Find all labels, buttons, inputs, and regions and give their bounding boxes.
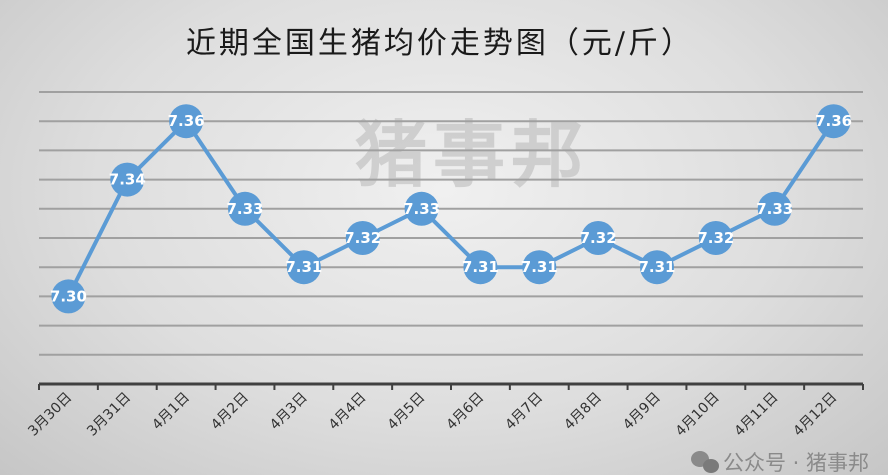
- data-point: [698, 221, 733, 255]
- x-tick-label: 4月2日: [208, 390, 252, 434]
- data-point: [169, 104, 204, 139]
- data-point: [816, 104, 851, 139]
- data-point: [286, 250, 321, 285]
- watermark: 猪事邦: [355, 113, 589, 197]
- data-point: [522, 250, 557, 285]
- x-tick-label: 4月11日: [732, 390, 782, 440]
- data-point: [581, 221, 616, 255]
- x-tick-label: 4月9日: [620, 390, 664, 434]
- data-point: [51, 279, 86, 314]
- data-label: 7.31: [285, 258, 322, 276]
- data-point: [640, 250, 674, 285]
- x-tick-label: 4月10日: [673, 390, 723, 440]
- x-tick-label: 4月5日: [385, 390, 429, 434]
- data-point: [463, 250, 498, 285]
- data-label: 7.36: [815, 112, 852, 130]
- data-point: [404, 191, 439, 226]
- data-label: 7.31: [521, 258, 558, 276]
- data-label: 7.33: [756, 200, 793, 218]
- data-label: 7.31: [638, 258, 675, 276]
- data-point: [757, 191, 792, 226]
- x-tick-label: 4月3日: [267, 390, 311, 434]
- data-label: 7.30: [50, 287, 87, 305]
- footer-watermark: 公众号 · 猪事邦: [691, 451, 869, 475]
- data-label: 7.32: [697, 229, 734, 247]
- data-label: 7.36: [168, 112, 205, 130]
- x-tick-label: 4月7日: [502, 390, 546, 434]
- x-tick-label: 4月6日: [444, 390, 488, 434]
- x-tick-label: 4月12日: [790, 390, 840, 440]
- footer-watermark-text: 公众号 · 猪事邦: [723, 451, 869, 475]
- x-tick-label: 4月1日: [149, 390, 193, 434]
- x-tick-label: 4月8日: [561, 390, 605, 434]
- wechat-icon: [691, 451, 719, 473]
- data-label: 7.32: [344, 229, 381, 247]
- x-tick-label: 3月30日: [25, 390, 75, 440]
- x-tick-label: 3月31日: [84, 390, 134, 440]
- data-point: [110, 162, 145, 197]
- data-label: 7.33: [226, 200, 263, 218]
- data-label: 7.34: [109, 171, 146, 189]
- data-label: 7.32: [580, 229, 617, 247]
- data-point: [345, 221, 380, 255]
- data-label: 7.31: [462, 258, 499, 276]
- data-point: [228, 191, 262, 226]
- x-tick-label: 4月4日: [326, 390, 370, 434]
- chart-title: 近期全国生猪均价走势图（元/斤）: [186, 26, 694, 61]
- data-label: 7.33: [403, 200, 440, 218]
